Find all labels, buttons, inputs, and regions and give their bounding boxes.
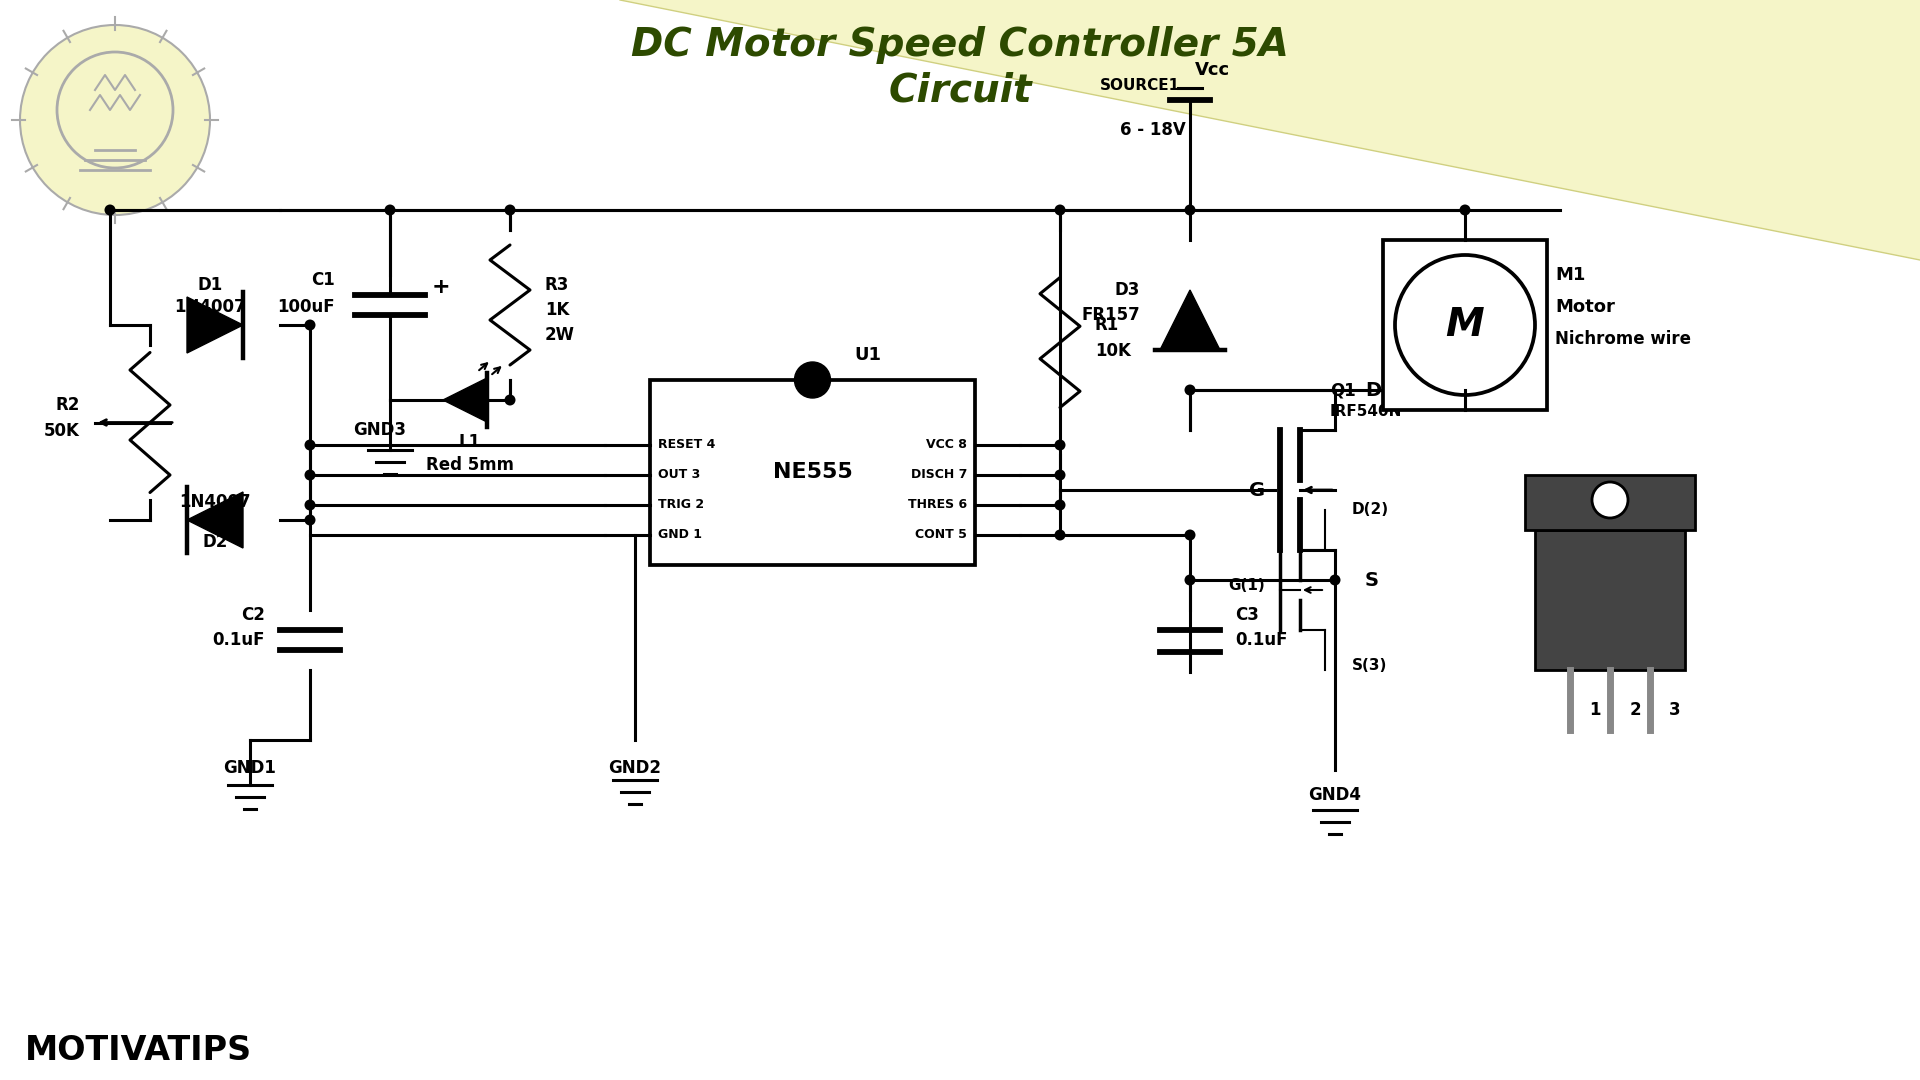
Text: D1: D1 (198, 276, 223, 294)
Text: TRIG 2: TRIG 2 (659, 499, 705, 512)
Text: THRES 6: THRES 6 (908, 499, 968, 512)
Polygon shape (0, 0, 1920, 260)
Text: C2: C2 (242, 606, 265, 624)
Text: 50K: 50K (44, 421, 81, 440)
Circle shape (305, 499, 315, 511)
Text: S(3): S(3) (1352, 658, 1388, 673)
Text: MOTIVATIPS: MOTIVATIPS (25, 1034, 252, 1067)
Text: 1: 1 (1590, 701, 1601, 719)
Text: R2: R2 (56, 395, 81, 414)
Text: GND3: GND3 (353, 421, 407, 438)
Text: DISCH 7: DISCH 7 (910, 469, 968, 482)
Text: 10K: 10K (1094, 341, 1131, 360)
Circle shape (1592, 482, 1628, 518)
Text: 0.1uF: 0.1uF (1235, 631, 1288, 649)
Text: 100uF: 100uF (276, 298, 334, 316)
Text: GND 1: GND 1 (659, 528, 703, 541)
Bar (1382, 240, 1548, 410)
Text: Red 5mm: Red 5mm (426, 456, 515, 474)
Text: M1: M1 (1555, 266, 1586, 284)
Text: C3: C3 (1235, 606, 1260, 624)
Text: D2: D2 (202, 534, 228, 551)
Bar (1534, 530, 1686, 670)
Text: +: + (432, 276, 451, 297)
Polygon shape (186, 492, 244, 548)
Text: OUT 3: OUT 3 (659, 469, 701, 482)
Text: U1: U1 (854, 346, 881, 364)
Circle shape (1396, 255, 1534, 395)
Circle shape (1185, 384, 1196, 395)
Circle shape (384, 204, 396, 216)
Text: Vcc: Vcc (1194, 60, 1231, 79)
Text: R3: R3 (545, 276, 570, 294)
Circle shape (1185, 529, 1196, 540)
Text: 3: 3 (1668, 701, 1680, 719)
Circle shape (104, 204, 115, 216)
Text: GND4: GND4 (1309, 786, 1361, 804)
Circle shape (1054, 440, 1066, 450)
Circle shape (1185, 575, 1196, 585)
Circle shape (795, 362, 831, 399)
Circle shape (1054, 529, 1066, 540)
Text: L1: L1 (459, 433, 482, 451)
Text: Q1: Q1 (1331, 381, 1356, 399)
Text: D: D (1365, 380, 1380, 400)
Text: Nichrome wire: Nichrome wire (1555, 330, 1692, 348)
Circle shape (505, 394, 515, 405)
Text: M: M (1446, 306, 1484, 345)
Text: NE555: NE555 (772, 462, 852, 483)
Circle shape (305, 440, 315, 450)
Circle shape (505, 204, 515, 216)
Polygon shape (444, 378, 488, 422)
Text: +: + (1390, 240, 1409, 260)
Circle shape (305, 320, 315, 330)
Text: D(2): D(2) (1352, 502, 1388, 517)
Circle shape (1054, 499, 1066, 511)
Bar (651, 380, 975, 565)
Circle shape (1459, 204, 1471, 216)
Text: SOURCE1: SOURCE1 (1100, 78, 1181, 93)
Text: 6 - 18V: 6 - 18V (1119, 121, 1187, 139)
Circle shape (1054, 204, 1066, 216)
Circle shape (305, 514, 315, 526)
Text: 1N4007: 1N4007 (175, 298, 246, 316)
Text: FR157: FR157 (1081, 306, 1140, 324)
Text: Circuit: Circuit (889, 71, 1031, 109)
Text: G(1): G(1) (1229, 578, 1265, 593)
Circle shape (1185, 204, 1196, 216)
Text: VCC 8: VCC 8 (925, 438, 968, 451)
Text: 0.1uF: 0.1uF (213, 631, 265, 649)
Circle shape (19, 25, 209, 215)
Text: GND1: GND1 (223, 759, 276, 777)
Text: S: S (1365, 570, 1379, 590)
Bar (1524, 475, 1695, 530)
Text: 2: 2 (1630, 701, 1642, 719)
Text: DC Motor Speed Controller 5A: DC Motor Speed Controller 5A (632, 26, 1288, 64)
Circle shape (305, 470, 315, 481)
Polygon shape (1160, 291, 1219, 350)
Circle shape (1329, 575, 1340, 585)
Text: D3: D3 (1116, 281, 1140, 299)
Text: G: G (1248, 481, 1265, 499)
Text: 1N4007: 1N4007 (179, 492, 252, 511)
Text: R1: R1 (1094, 315, 1119, 334)
Text: 1K: 1K (545, 301, 570, 319)
Polygon shape (186, 297, 244, 353)
Text: CONT 5: CONT 5 (916, 528, 968, 541)
Text: C1: C1 (311, 271, 334, 289)
Text: GND2: GND2 (609, 759, 662, 777)
Text: RESET 4: RESET 4 (659, 438, 716, 451)
Circle shape (1054, 470, 1066, 481)
Text: Motor: Motor (1555, 298, 1615, 316)
Text: 2W: 2W (545, 326, 574, 345)
Text: IRF540N: IRF540N (1331, 405, 1402, 419)
